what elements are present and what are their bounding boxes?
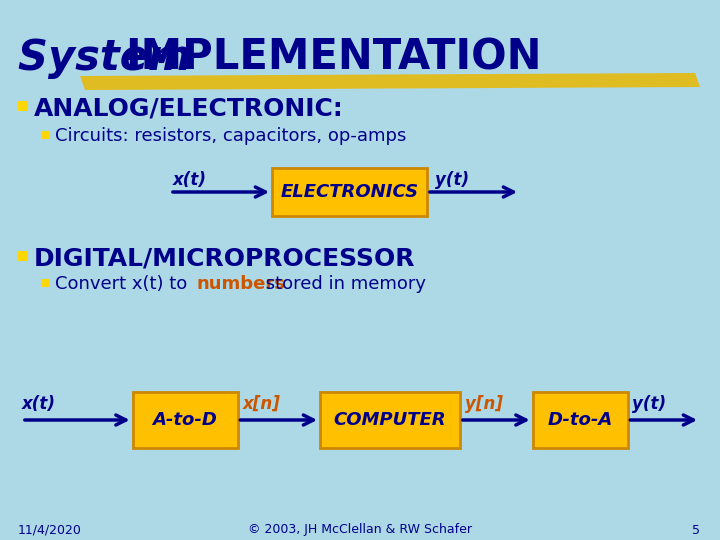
Text: System: System bbox=[18, 37, 206, 79]
Text: ANALOG/ELECTRONIC:: ANALOG/ELECTRONIC: bbox=[34, 96, 343, 120]
Text: stored in memory: stored in memory bbox=[260, 275, 426, 293]
Bar bbox=[42, 279, 50, 287]
Text: ELECTRONICS: ELECTRONICS bbox=[280, 183, 418, 201]
Text: x(t): x(t) bbox=[173, 171, 207, 189]
Text: 11/4/2020: 11/4/2020 bbox=[18, 523, 82, 537]
Text: x[n]: x[n] bbox=[243, 395, 280, 413]
Text: IMPLEMENTATION: IMPLEMENTATION bbox=[125, 37, 541, 79]
Text: COMPUTER: COMPUTER bbox=[333, 411, 446, 429]
Bar bbox=[132, 392, 238, 448]
Text: Convert x(t) to: Convert x(t) to bbox=[55, 275, 193, 293]
Text: y(t): y(t) bbox=[435, 171, 469, 189]
Text: © 2003, JH McClellan & RW Schafer: © 2003, JH McClellan & RW Schafer bbox=[248, 523, 472, 537]
Text: Circuits: resistors, capacitors, op-amps: Circuits: resistors, capacitors, op-amps bbox=[55, 127, 406, 145]
Text: DIGITAL/MICROPROCESSOR: DIGITAL/MICROPROCESSOR bbox=[34, 246, 415, 270]
Text: 5: 5 bbox=[692, 523, 700, 537]
Polygon shape bbox=[80, 73, 700, 90]
Text: A-to-D: A-to-D bbox=[153, 411, 217, 429]
Text: y(t): y(t) bbox=[632, 395, 667, 413]
Bar bbox=[42, 131, 50, 139]
Bar bbox=[18, 251, 28, 261]
Bar bbox=[18, 101, 28, 111]
Bar bbox=[533, 392, 628, 448]
Text: numbers: numbers bbox=[197, 275, 286, 293]
Text: x(t): x(t) bbox=[22, 395, 56, 413]
Bar bbox=[320, 392, 460, 448]
Text: y[n]: y[n] bbox=[465, 395, 503, 413]
Bar bbox=[272, 168, 427, 216]
Text: D-to-A: D-to-A bbox=[547, 411, 613, 429]
